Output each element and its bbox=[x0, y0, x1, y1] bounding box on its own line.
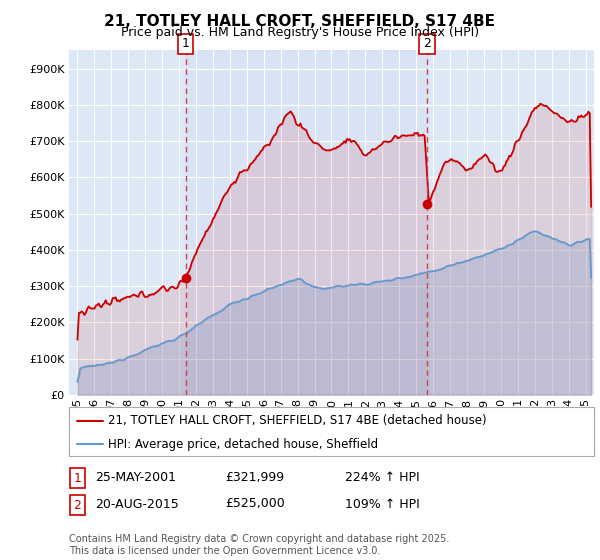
Bar bbox=[185, 50, 427, 395]
Text: 1: 1 bbox=[73, 472, 82, 485]
FancyBboxPatch shape bbox=[70, 468, 85, 488]
Text: Contains HM Land Registry data © Crown copyright and database right 2025.
This d: Contains HM Land Registry data © Crown c… bbox=[69, 534, 449, 556]
Text: HPI: Average price, detached house, Sheffield: HPI: Average price, detached house, Shef… bbox=[109, 437, 379, 451]
Text: £321,999: £321,999 bbox=[225, 470, 284, 484]
Text: £525,000: £525,000 bbox=[225, 497, 285, 511]
Text: 21, TOTLEY HALL CROFT, SHEFFIELD, S17 4BE: 21, TOTLEY HALL CROFT, SHEFFIELD, S17 4B… bbox=[104, 14, 496, 29]
Text: 2: 2 bbox=[423, 38, 431, 50]
Text: Price paid vs. HM Land Registry's House Price Index (HPI): Price paid vs. HM Land Registry's House … bbox=[121, 26, 479, 39]
Text: 20-AUG-2015: 20-AUG-2015 bbox=[95, 497, 179, 511]
Text: 21, TOTLEY HALL CROFT, SHEFFIELD, S17 4BE (detached house): 21, TOTLEY HALL CROFT, SHEFFIELD, S17 4B… bbox=[109, 414, 487, 427]
Text: 1: 1 bbox=[182, 38, 190, 50]
Text: 109% ↑ HPI: 109% ↑ HPI bbox=[345, 497, 420, 511]
Text: 224% ↑ HPI: 224% ↑ HPI bbox=[345, 470, 419, 484]
Text: 2: 2 bbox=[73, 498, 82, 512]
Text: 25-MAY-2001: 25-MAY-2001 bbox=[95, 470, 176, 484]
FancyBboxPatch shape bbox=[69, 407, 594, 456]
FancyBboxPatch shape bbox=[70, 495, 85, 515]
